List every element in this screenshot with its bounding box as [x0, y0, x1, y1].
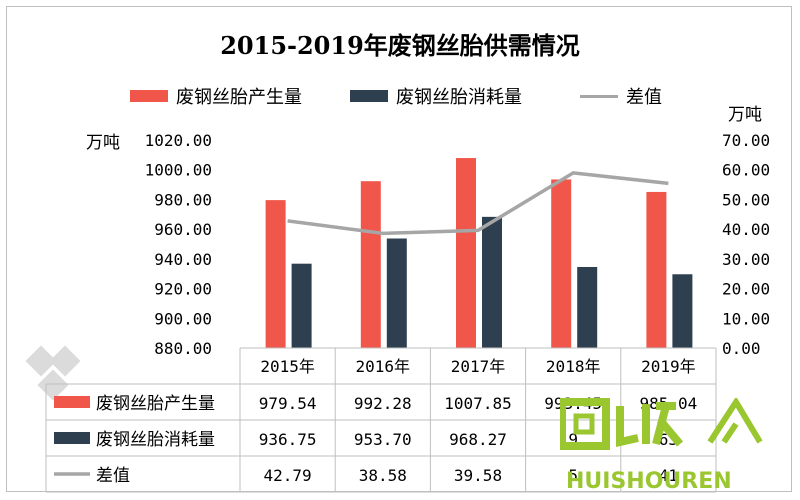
bar-consumption — [672, 274, 693, 348]
bar-production — [265, 200, 286, 348]
left-tick-label: 1000.00 — [145, 161, 212, 180]
legend-label-production: 废钢丝胎产生量 — [176, 87, 302, 108]
watermark-logo: HUISHOUREN — [560, 398, 763, 494]
table-cell-value: 936.75 — [259, 430, 317, 449]
legend-swatch-production — [130, 90, 168, 102]
table-cell-value: 1007.85 — [444, 394, 511, 413]
left-axis-unit: 万吨 — [86, 133, 120, 153]
chart-title: 2015-2019年废钢丝胎供需情况 — [220, 31, 580, 60]
table-cell-value: 41 — [659, 466, 678, 485]
bar-consumption — [386, 238, 407, 348]
table-cell-value: 953.70 — [354, 430, 412, 449]
left-tick-label: 960.00 — [154, 220, 212, 239]
table-cell-value: 968.27 — [449, 430, 507, 449]
right-tick-label: 20.00 — [722, 280, 770, 299]
legend-item-consumption: 废钢丝胎消耗量 — [350, 84, 522, 108]
x-tick-label: 2017年 — [451, 357, 506, 376]
bar-production — [551, 179, 572, 348]
x-tick-label: 2018年 — [546, 357, 601, 376]
bar-consumption — [291, 263, 312, 348]
table-cell-value: 5 — [568, 466, 578, 485]
watermark-leaf-icon — [707, 398, 763, 444]
legend-label-difference: 差值 — [626, 87, 662, 108]
table-series-name: 废钢丝胎消耗量 — [96, 430, 215, 450]
bar-consumption — [577, 266, 598, 348]
x-tick-label: 2019年 — [641, 357, 696, 376]
left-tick-label: 920.00 — [154, 280, 212, 299]
x-tick-label: 2016年 — [356, 357, 411, 376]
legend-swatch-consumption — [350, 90, 388, 102]
right-tick-label: 10.00 — [722, 309, 770, 328]
legend: 废钢丝胎产生量 废钢丝胎消耗量 差值 — [0, 84, 800, 108]
table-cell-value: 992.28 — [354, 394, 412, 413]
table-series-name: 差值 — [96, 466, 130, 486]
right-tick-label: 70.00 — [722, 131, 770, 150]
watermark-char-icon — [616, 402, 684, 447]
table-cell-value: 979.54 — [259, 394, 317, 413]
legend-line-difference — [580, 94, 618, 98]
right-tick-label: 0.00 — [722, 339, 761, 358]
legend-label-consumption: 废钢丝胎消耗量 — [396, 87, 522, 108]
legend-item-difference: 差值 — [580, 84, 662, 108]
table-cell-value: 9 — [568, 430, 578, 449]
right-axis-unit: 万吨 — [728, 105, 762, 125]
table-cell-value: 39.58 — [454, 466, 502, 485]
right-tick-label: 50.00 — [722, 190, 770, 209]
right-tick-label: 60.00 — [722, 161, 770, 180]
left-tick-label: 880.00 — [154, 339, 212, 358]
table-legend-swatch — [54, 432, 90, 444]
watermark-square-icon — [560, 398, 610, 450]
bar-production — [456, 158, 476, 348]
bar-production — [646, 191, 667, 348]
right-tick-label: 40.00 — [722, 220, 770, 239]
table-legend-swatch — [54, 396, 90, 408]
bar-consumption — [482, 216, 502, 348]
watermark-graphic — [25, 345, 81, 401]
watermark-subtext: HUISHOUREN — [566, 469, 732, 494]
table-cell-value: 38.58 — [359, 466, 407, 485]
left-tick-label: 900.00 — [154, 309, 212, 328]
table-cell-value: 42.79 — [264, 466, 312, 485]
left-tick-label: 940.00 — [154, 250, 212, 269]
x-tick-label: 2015年 — [260, 357, 315, 376]
right-tick-label: 30.00 — [722, 250, 770, 269]
line-difference — [287, 171, 669, 236]
legend-item-production: 废钢丝胎产生量 — [130, 84, 302, 108]
table-series-name: 废钢丝胎产生量 — [96, 394, 215, 414]
left-tick-label: 980.00 — [154, 190, 212, 209]
bar-production — [360, 181, 381, 348]
left-tick-label: 1020.00 — [145, 131, 212, 150]
